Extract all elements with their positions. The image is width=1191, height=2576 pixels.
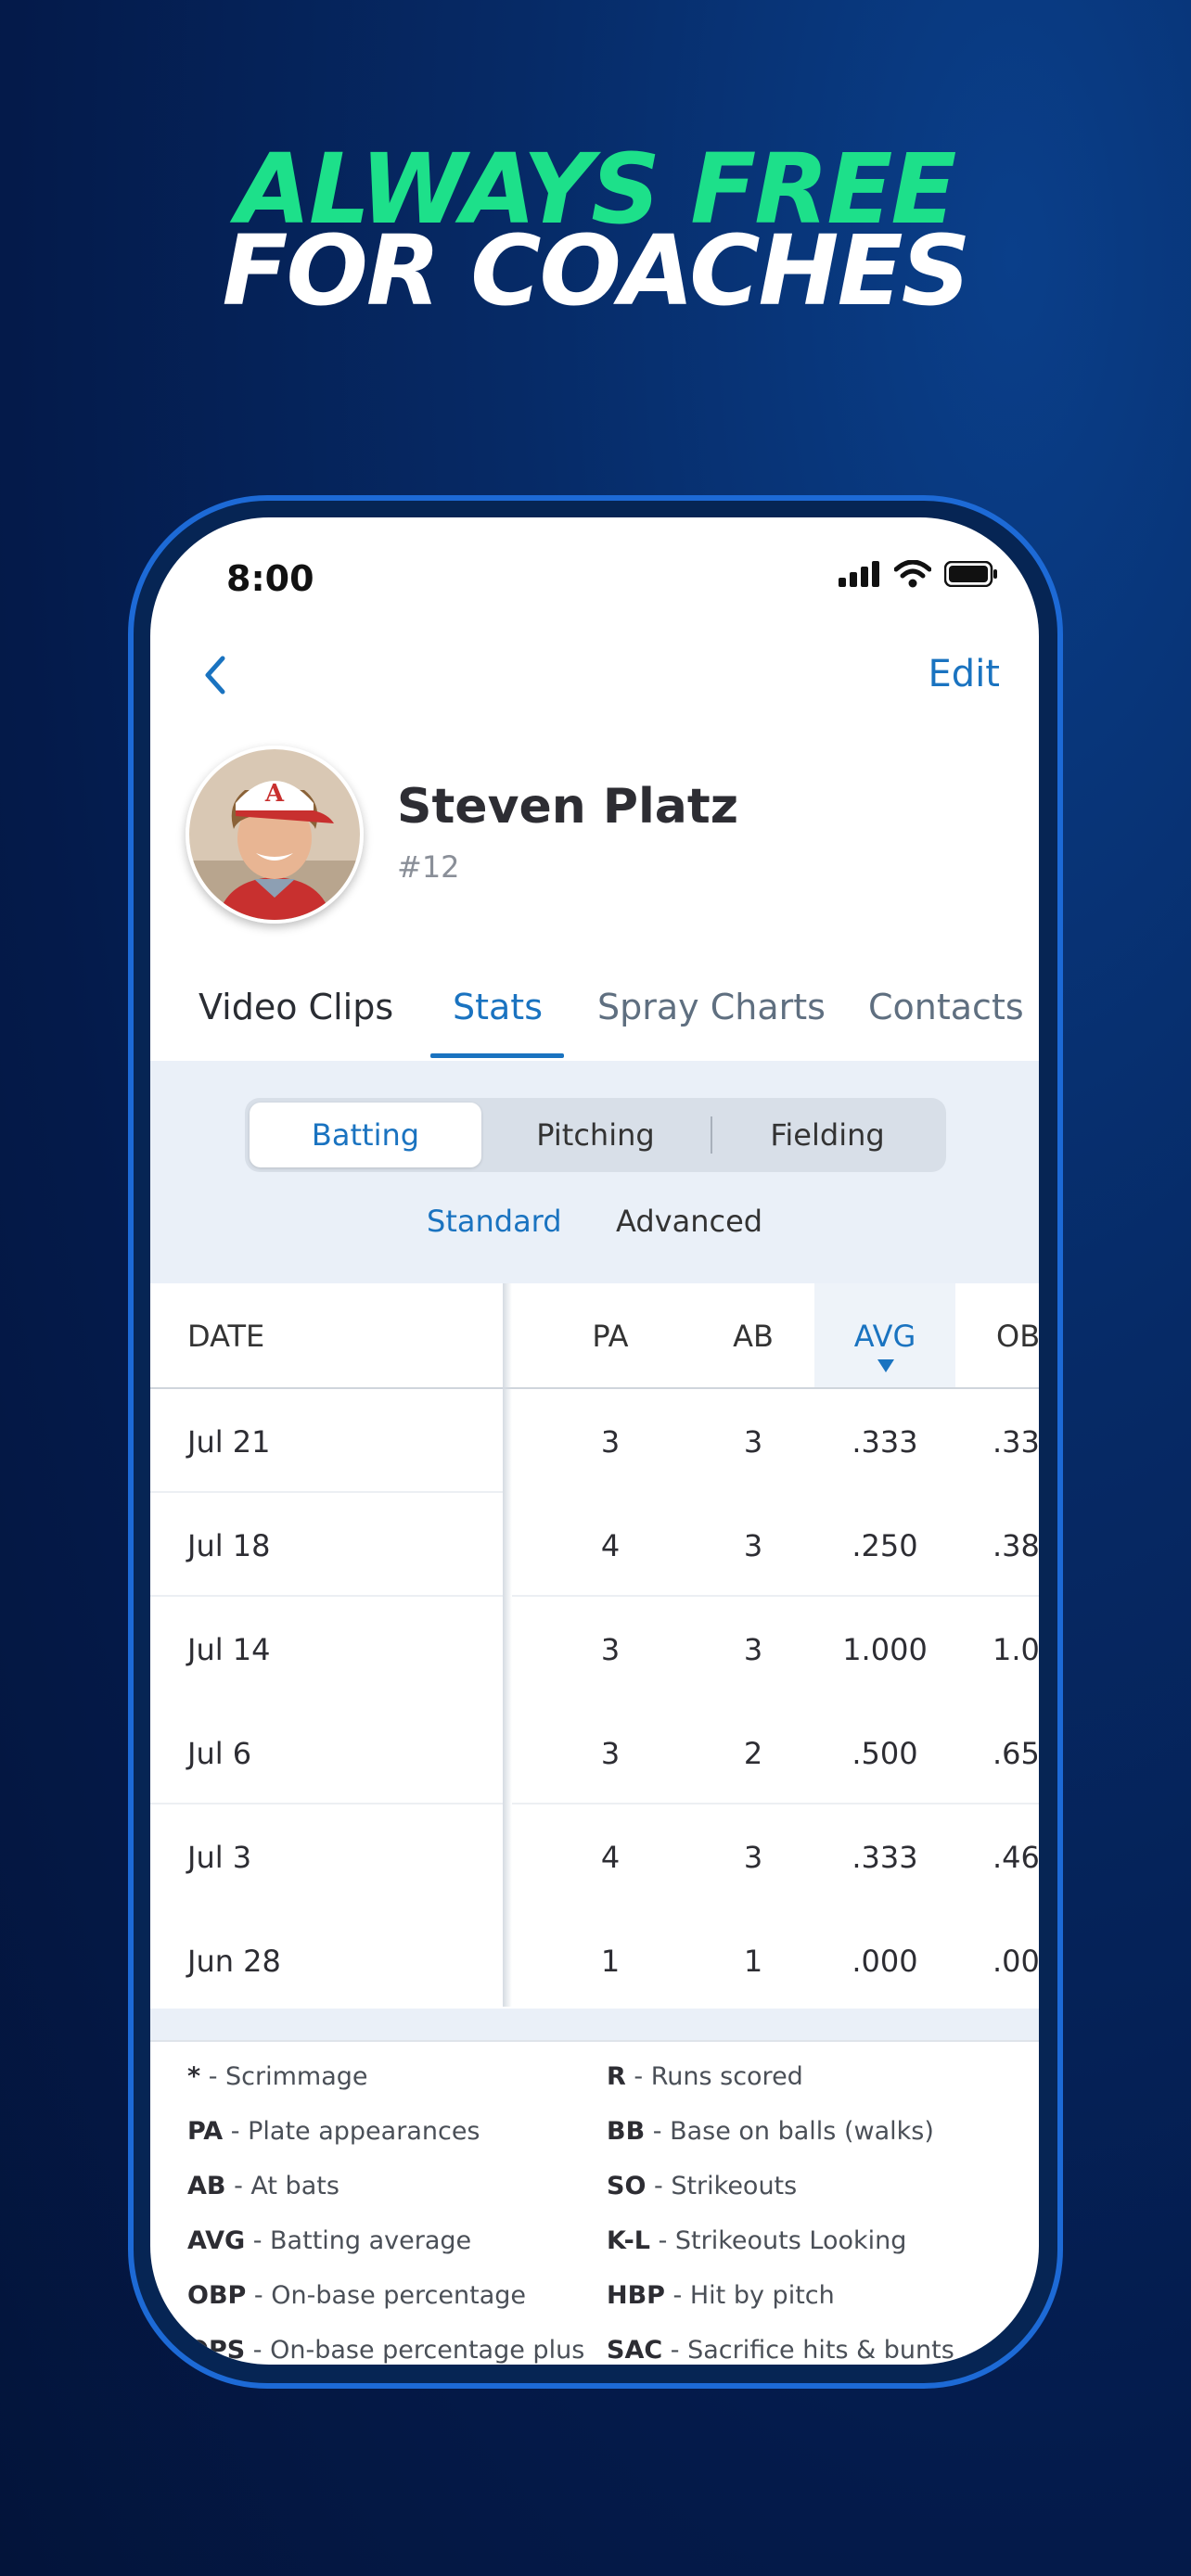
table-row[interactable]: Jul 14 3 3 1.000 1.00 <box>150 1597 1039 1701</box>
legend-item: AVG - Batting average <box>187 2226 472 2255</box>
legend-item: R - Runs scored <box>607 2062 803 2091</box>
cell-ab: 3 <box>743 1840 763 1875</box>
player-photo: A <box>189 749 360 920</box>
cell-ab: 2 <box>743 1736 763 1771</box>
cell-obp: .33 <box>992 1424 1039 1460</box>
cell-date: Jul 21 <box>187 1424 271 1460</box>
legend-item: SO - Strikeouts <box>607 2172 798 2200</box>
table-row[interactable]: Jun 28 1 1 .000 .00 <box>150 1908 1039 2012</box>
row-divider <box>150 1595 503 1597</box>
cell-pa: 4 <box>600 1528 621 1563</box>
stats-filter-panel: Batting Pitching Fielding Standard Advan… <box>150 1061 1039 1283</box>
cell-avg: .500 <box>852 1736 918 1771</box>
col-header-pa[interactable]: PA <box>592 1319 629 1354</box>
row-divider <box>150 1803 503 1804</box>
sort-descending-icon <box>877 1359 894 1372</box>
cell-pa: 3 <box>600 1736 621 1771</box>
cell-ab: 3 <box>743 1632 763 1667</box>
cell-ab: 1 <box>743 1944 763 1979</box>
battery-icon <box>944 561 997 587</box>
table-row[interactable]: Jul 21 3 3 .333 .33 <box>150 1389 1039 1493</box>
cell-date: Jul 18 <box>187 1528 271 1563</box>
col-header-ab[interactable]: AB <box>733 1319 774 1354</box>
col-header-avg[interactable]: AVG <box>853 1319 916 1354</box>
cell-avg: .333 <box>852 1424 918 1460</box>
legend-item: BB - Base on balls (walks) <box>607 2117 934 2146</box>
legend-item: PA - Plate appearances <box>187 2117 480 2146</box>
signal-icon <box>839 561 879 587</box>
headline-line-2: FOR COACHES <box>222 214 970 327</box>
status-time: 8:00 <box>226 558 314 599</box>
segment-fielding[interactable]: Fielding <box>770 1117 885 1153</box>
cell-obp: .38 <box>992 1528 1039 1563</box>
back-button[interactable] <box>197 647 243 703</box>
cell-obp: .00 <box>992 1944 1039 1979</box>
legend-item: SAC - Sacrifice hits & bunts <box>607 2336 954 2365</box>
cell-pa: 3 <box>600 1632 621 1667</box>
row-divider <box>512 1595 1039 1597</box>
cell-date: Jul 3 <box>187 1840 252 1875</box>
cell-date: Jul 6 <box>187 1736 252 1771</box>
cell-pa: 1 <box>600 1944 621 1979</box>
avatar: A <box>186 746 364 924</box>
cell-pa: 3 <box>600 1424 621 1460</box>
player-profile: A Steven Platz #12 <box>186 746 1039 931</box>
col-header-date[interactable]: DATE <box>187 1319 265 1354</box>
svg-text:A: A <box>264 780 285 808</box>
headline: ALWAYS FREE FOR COACHES <box>0 133 1191 327</box>
legend-item: * - Scrimmage <box>187 2062 368 2091</box>
cell-obp: .46 <box>992 1840 1039 1875</box>
cell-obp: .65 <box>992 1736 1039 1771</box>
chevron-left-icon <box>205 656 225 695</box>
cell-avg: .000 <box>852 1944 918 1979</box>
status-bar: 8:00 <box>150 517 1039 619</box>
col-header-obp[interactable]: OB <box>996 1319 1039 1354</box>
table-row[interactable]: Jul 6 3 2 .500 .65 <box>150 1701 1039 1804</box>
legend-item: AB - At bats <box>187 2172 339 2200</box>
table-row[interactable]: Jul 18 4 3 .250 .38 <box>150 1491 1039 1597</box>
segment-batting[interactable]: Batting <box>250 1103 481 1167</box>
tab-spray-charts[interactable]: Spray Charts <box>597 987 826 1027</box>
frozen-column-divider <box>503 1283 512 2007</box>
nav-bar: Edit <box>150 629 1039 721</box>
cell-obp: 1.00 <box>992 1632 1039 1667</box>
cell-date: Jun 28 <box>187 1944 281 1979</box>
active-tab-indicator <box>430 1053 564 1058</box>
toggle-advanced[interactable]: Advanced <box>616 1204 763 1239</box>
headline-line-1: ALWAYS FREE <box>236 133 957 246</box>
row-divider <box>512 1803 1039 1804</box>
stat-type-segmented-control: Batting Pitching Fielding <box>245 1098 946 1172</box>
edit-button[interactable]: Edit <box>928 653 1000 695</box>
tab-video-clips[interactable]: Video Clips <box>198 987 394 1027</box>
table-header: DATE PA AB AVG OB <box>150 1283 1039 1389</box>
cell-pa: 4 <box>600 1840 621 1875</box>
cell-ab: 3 <box>743 1528 763 1563</box>
phone-screen: 8:00 Edit <box>150 517 1039 2365</box>
cell-avg: .333 <box>852 1840 918 1875</box>
segment-pitching[interactable]: Pitching <box>536 1117 655 1153</box>
table-row[interactable]: Jul 3 4 3 .333 .46 <box>150 1804 1039 1908</box>
cell-avg: 1.000 <box>842 1632 928 1667</box>
cell-ab: 3 <box>743 1424 763 1460</box>
toggle-standard[interactable]: Standard <box>427 1204 562 1239</box>
tab-stats[interactable]: Stats <box>453 987 544 1027</box>
cell-date: Jul 14 <box>187 1632 271 1667</box>
tab-contacts[interactable]: Contacts <box>868 987 1024 1027</box>
status-icons <box>839 560 998 588</box>
legend-item: K-L - Strikeouts Looking <box>607 2226 907 2255</box>
segment-divider <box>711 1116 712 1154</box>
wifi-icon <box>894 560 931 588</box>
legend-item: HBP - Hit by pitch <box>607 2281 835 2310</box>
player-number: #12 <box>397 849 460 885</box>
table-footer-spacer <box>150 2009 1039 2042</box>
legend-item: OPS - On-base percentage plus <box>187 2336 585 2365</box>
player-name: Steven Platz <box>397 779 739 835</box>
row-divider <box>150 1491 503 1493</box>
profile-tabs: Video Clips Stats Spray Charts Contacts <box>150 972 1039 1061</box>
legend-item: OBP - On-base percentage <box>187 2281 526 2310</box>
cell-avg: .250 <box>852 1528 918 1563</box>
